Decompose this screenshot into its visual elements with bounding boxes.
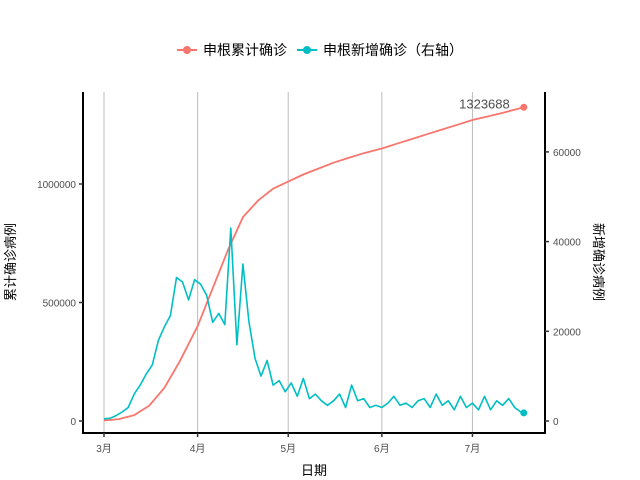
grid-lines: [103, 92, 473, 433]
x-tick-label: 5月: [280, 443, 296, 455]
legend-label-cumulative: 申根累计确诊: [203, 43, 287, 59]
y-right-tick-label: 60000: [553, 148, 581, 159]
x-tick-label: 6月: [374, 443, 390, 455]
legend-item-cumulative: 申根累计确诊: [177, 40, 287, 60]
axis-ticks: 3月 4月 5月 6月 7月 0 500000 1000000 0 20000 40000 60000: [37, 148, 581, 455]
y-left-axis-title: 累计确诊病例: [4, 223, 19, 301]
legend-item-new: 申根新增确诊（右轴）: [297, 40, 463, 60]
y-right-tick-label: 0: [553, 417, 559, 428]
last-value-annotation: 1323688: [459, 96, 510, 111]
cumulative-end-point: [520, 103, 528, 111]
plot-lines: [103, 103, 528, 422]
y-left-tick-label: 500000: [43, 299, 77, 310]
y-left-tick-label: 0: [70, 417, 76, 428]
y-right-tick-label: 40000: [553, 238, 581, 249]
new-cases-end-point: [520, 409, 528, 417]
x-tick-label: 3月: [96, 443, 112, 455]
legend: 申根累计确诊 申根新增确诊（右轴）: [0, 40, 640, 60]
cumulative-line: [103, 106, 525, 422]
new-cases-line: [103, 227, 525, 420]
legend-key-cumulative-icon: [177, 43, 197, 57]
y-left-tick-label: 1000000: [37, 180, 76, 191]
legend-key-new-icon: [297, 43, 317, 57]
x-tick-label: 7月: [465, 443, 481, 455]
y-right-axis-title: 新增确诊病例: [590, 223, 606, 301]
x-tick-label: 4月: [190, 443, 206, 455]
y-right-tick-label: 20000: [553, 327, 581, 338]
legend-label-new: 申根新增确诊（右轴）: [323, 43, 463, 59]
x-axis-title: 日期: [301, 464, 327, 479]
